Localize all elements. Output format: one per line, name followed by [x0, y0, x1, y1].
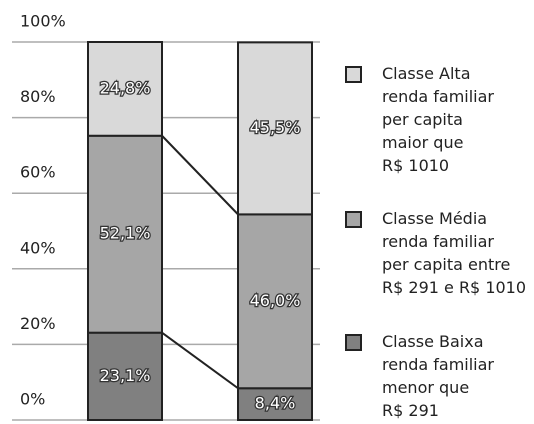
data-label: 24,8%: [100, 78, 151, 97]
legend-swatch: [345, 334, 362, 351]
bar-segment: [87, 41, 163, 137]
data-label: 52,1%: [100, 224, 151, 243]
bar-segment: [237, 387, 313, 421]
y-tick-label: 0%: [20, 390, 45, 409]
data-label: 46,0%: [250, 291, 301, 310]
data-label: 23,1%: [100, 366, 151, 385]
legend-label: Classe Média renda familiar per capita e…: [382, 209, 527, 297]
legend-swatch: [345, 66, 362, 83]
legend-item: Classe Baixa renda familiar menor que R$…: [345, 330, 494, 422]
legend-label: Classe Baixa renda familiar menor que R$…: [382, 332, 494, 420]
bar-segment: [237, 41, 313, 216]
bar-segment: [87, 134, 163, 334]
data-label: 8,4%: [255, 394, 296, 413]
y-tick-label: 100%: [20, 12, 66, 31]
legend-item: Classe Alta renda familiar per capita ma…: [345, 62, 494, 177]
legend-label: Classe Alta renda familiar per capita ma…: [382, 64, 494, 175]
connector: [161, 331, 239, 390]
bar-segment: [87, 331, 163, 422]
y-tick-label: 60%: [20, 163, 56, 182]
data-label: 45,5%: [250, 118, 301, 137]
y-tick-label: 20%: [20, 314, 56, 333]
y-tick-label: 40%: [20, 238, 56, 257]
legend-swatch: [345, 211, 362, 228]
legend-item: Classe Média renda familiar per capita e…: [345, 207, 526, 299]
connector: [161, 135, 239, 216]
y-tick-label: 80%: [20, 87, 56, 106]
